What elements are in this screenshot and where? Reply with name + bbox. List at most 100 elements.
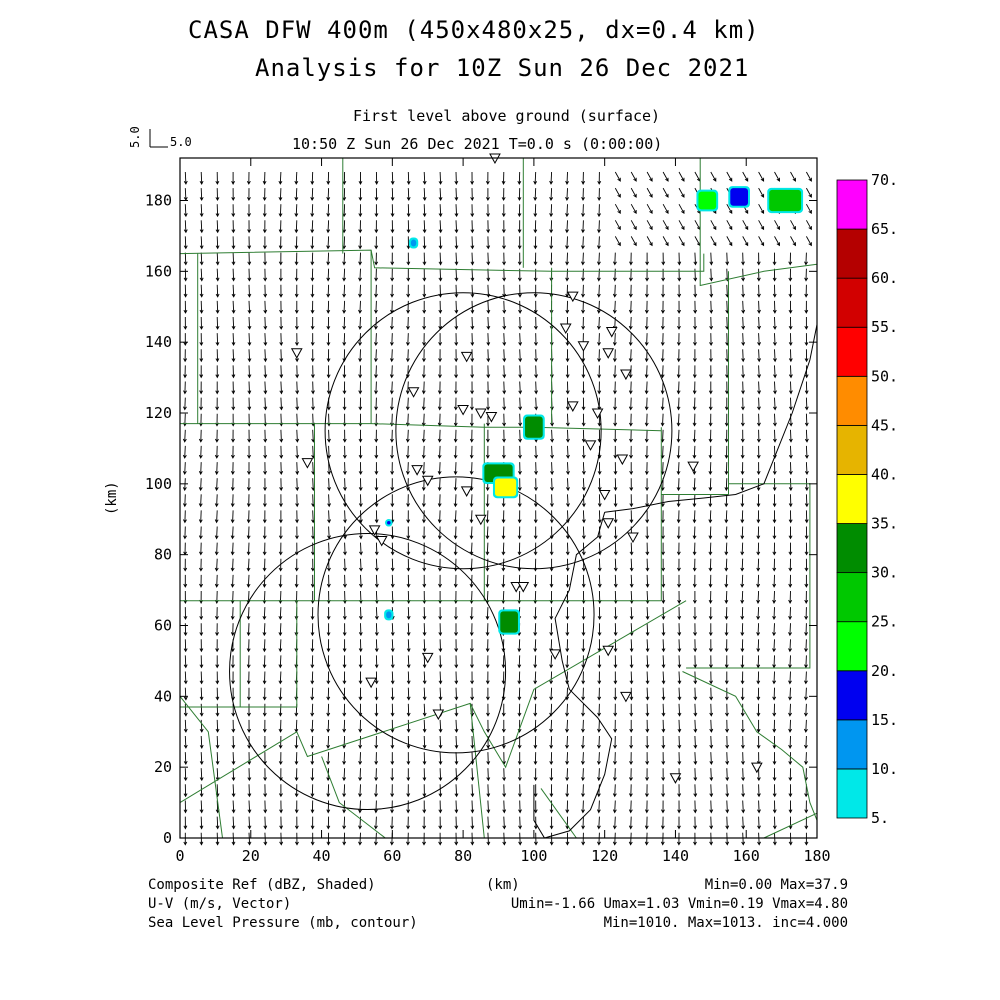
wind-vector (692, 510, 697, 524)
wind-vector (453, 494, 458, 508)
wind-vector (645, 752, 650, 766)
wind-vector (803, 671, 808, 685)
wind-vector (262, 204, 267, 218)
wind-vector (660, 413, 665, 427)
wind-vector (342, 816, 347, 830)
wind-vector (517, 671, 522, 685)
wind-vector (374, 735, 379, 749)
wind-vector (469, 429, 474, 443)
station-marker-icon (290, 348, 303, 359)
wind-vector (247, 252, 252, 266)
wind-vector (310, 333, 315, 347)
wind-vector (485, 655, 490, 669)
wind-vector (613, 478, 618, 492)
wind-vector (660, 365, 665, 379)
wind-vector (517, 252, 522, 266)
wind-vector (788, 268, 793, 282)
wind-vector (215, 768, 220, 782)
wind-vector (628, 413, 633, 427)
wind-vector (550, 494, 554, 508)
wind-vector (693, 639, 698, 653)
wind-vector (804, 510, 809, 524)
wind-vector (199, 832, 204, 846)
x-tick-label: 100 (520, 847, 547, 865)
wind-vector (263, 445, 268, 459)
wind-vector (693, 719, 698, 733)
wind-vector (597, 671, 602, 685)
wind-vector (661, 639, 666, 653)
wind-vector (405, 413, 410, 427)
wind-vector (597, 735, 601, 749)
wind-vector (629, 671, 634, 685)
wind-vector (247, 816, 252, 830)
wind-vector (342, 252, 346, 266)
wind-vector (581, 397, 586, 411)
wind-vector (454, 381, 458, 395)
station-marker-icon (421, 652, 434, 664)
wind-vector (550, 429, 555, 443)
wind-vector (724, 558, 729, 572)
station-marker-icon (421, 475, 434, 487)
wind-vector (199, 719, 204, 733)
wind-vector (310, 800, 315, 814)
wind-vector (772, 542, 777, 556)
wind-vector (597, 204, 601, 218)
wind-vector (565, 623, 570, 637)
wind-vector (772, 719, 777, 733)
wind-vector (677, 268, 682, 282)
wind-vector (708, 510, 713, 524)
wind-vector (263, 252, 267, 266)
footer-vector-minmax: Umin=-1.66 Umax=1.03 Vmin=0.19 Vmax=4.80 (510, 896, 848, 912)
wind-vector (645, 768, 649, 782)
wind-vector (677, 317, 681, 330)
station-marker-icon (559, 323, 572, 335)
wind-vector (231, 735, 236, 749)
wind-vector (327, 494, 332, 508)
valid-time-subtitle: 10:50 Z Sun 26 Dec 2021 T=0.0 s (0:00:00… (292, 135, 663, 153)
wind-vector (374, 381, 378, 395)
wind-vector (406, 558, 411, 572)
wind-vector (231, 703, 236, 717)
wind-vector (758, 236, 765, 247)
wind-vector (422, 607, 427, 621)
y-tick-label: 180 (145, 192, 172, 210)
y-axis-label: (km) (104, 481, 120, 515)
wind-vector (645, 623, 650, 637)
wind-vector (772, 510, 777, 524)
wind-vector (215, 752, 220, 766)
wind-vector (676, 510, 681, 524)
wind-vector (725, 784, 730, 798)
wind-vector (326, 300, 331, 314)
wind-vector (597, 365, 602, 379)
wind-vector (662, 236, 669, 247)
wind-vector (278, 671, 283, 685)
wind-vector (740, 607, 745, 621)
wind-vector (215, 381, 220, 395)
wind-vector (389, 397, 394, 411)
wind-vector (278, 752, 283, 766)
wind-vector (374, 671, 379, 685)
wind-vector (614, 203, 621, 215)
wind-vector (645, 494, 649, 508)
wind-vector (661, 752, 666, 766)
wind-vector (613, 526, 618, 540)
wind-vector (596, 316, 601, 330)
wind-vector (278, 655, 283, 669)
wind-vector (438, 236, 443, 250)
wind-vector (310, 639, 315, 653)
wind-vector (629, 478, 634, 492)
county-boundaries (179, 158, 818, 839)
wind-vector (358, 268, 362, 282)
x-tick-label: 160 (733, 847, 760, 865)
wind-vector (263, 768, 267, 782)
wind-vector (406, 316, 410, 330)
wind-vector (709, 671, 713, 685)
wind-vector (661, 252, 666, 266)
wind-vector (613, 574, 618, 588)
wind-vector (406, 623, 411, 637)
wind-vector (263, 316, 268, 330)
wind-vector (518, 349, 523, 363)
wind-vector (661, 687, 666, 701)
wind-vector (486, 188, 490, 202)
wind-vector (581, 832, 586, 846)
